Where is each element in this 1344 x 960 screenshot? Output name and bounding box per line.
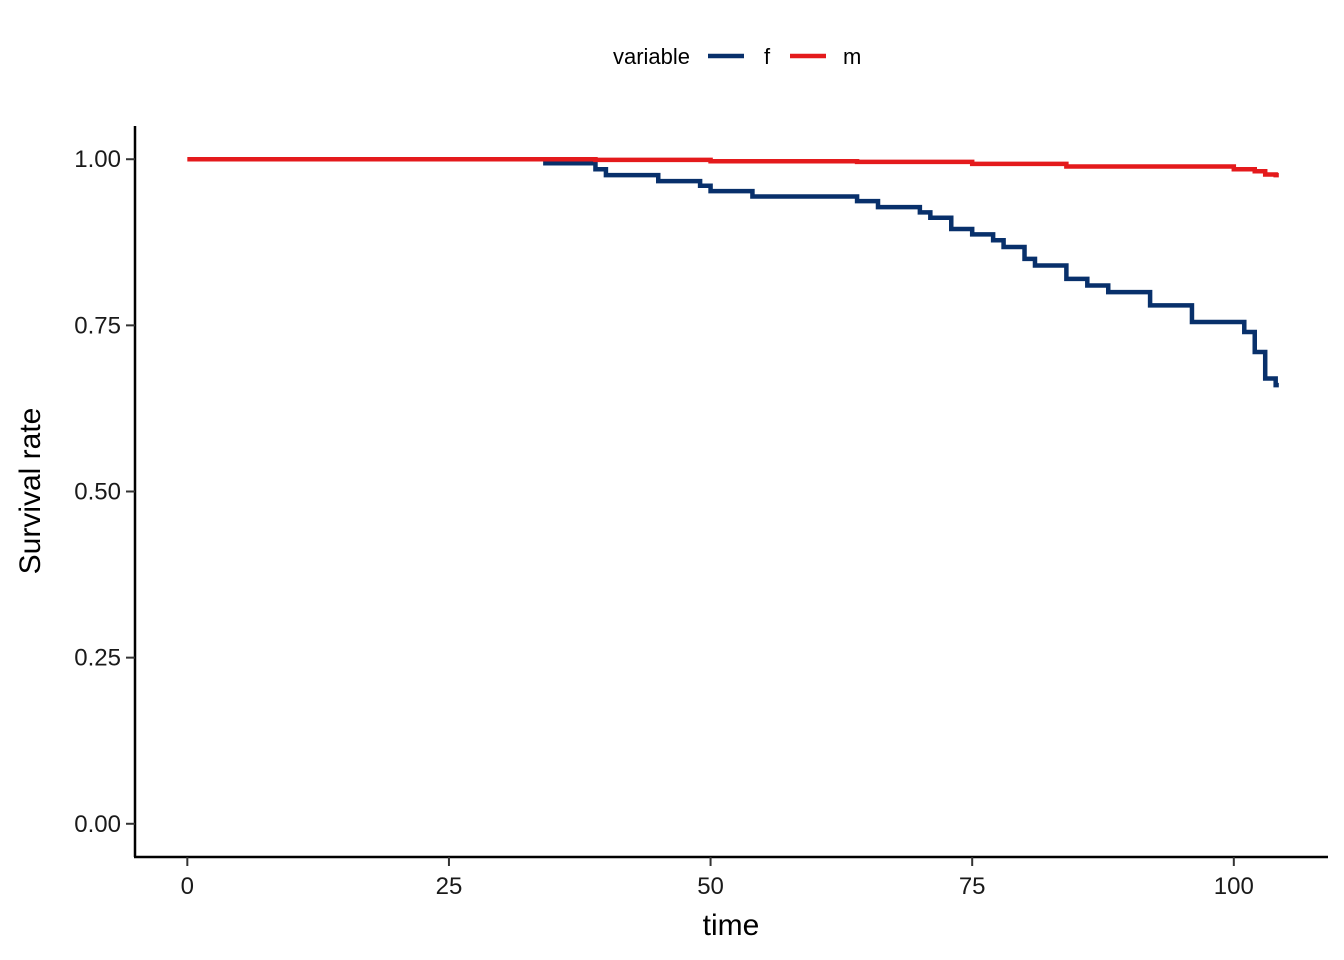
plot-area	[187, 156, 1279, 388]
legend-label-f: f	[764, 44, 771, 69]
x-tick-label: 0	[181, 873, 194, 900]
series-line-m	[187, 156, 1279, 178]
y-tick-label: 1.00	[74, 146, 121, 173]
x-axis-title: time	[703, 909, 760, 942]
y-tick-label: 0.00	[74, 811, 121, 838]
y-axis-title: Survival rate	[14, 408, 47, 575]
axes: 0 25 50 75 100 0.00 0.25 0.50 0.75 1.00	[74, 126, 1328, 900]
x-tick-label: 25	[436, 873, 463, 900]
legend-label-m: m	[843, 44, 861, 69]
legend-title: variable	[613, 44, 690, 69]
y-tick-label: 0.75	[74, 312, 121, 339]
series-line-f	[543, 160, 1279, 388]
x-tick-label: 50	[697, 873, 724, 900]
x-tick-label: 100	[1214, 873, 1254, 900]
x-tick-label: 75	[959, 873, 986, 900]
y-tick-label: 0.25	[74, 645, 121, 672]
y-tick-label: 0.50	[74, 479, 121, 506]
legend: variable f m	[613, 44, 861, 69]
